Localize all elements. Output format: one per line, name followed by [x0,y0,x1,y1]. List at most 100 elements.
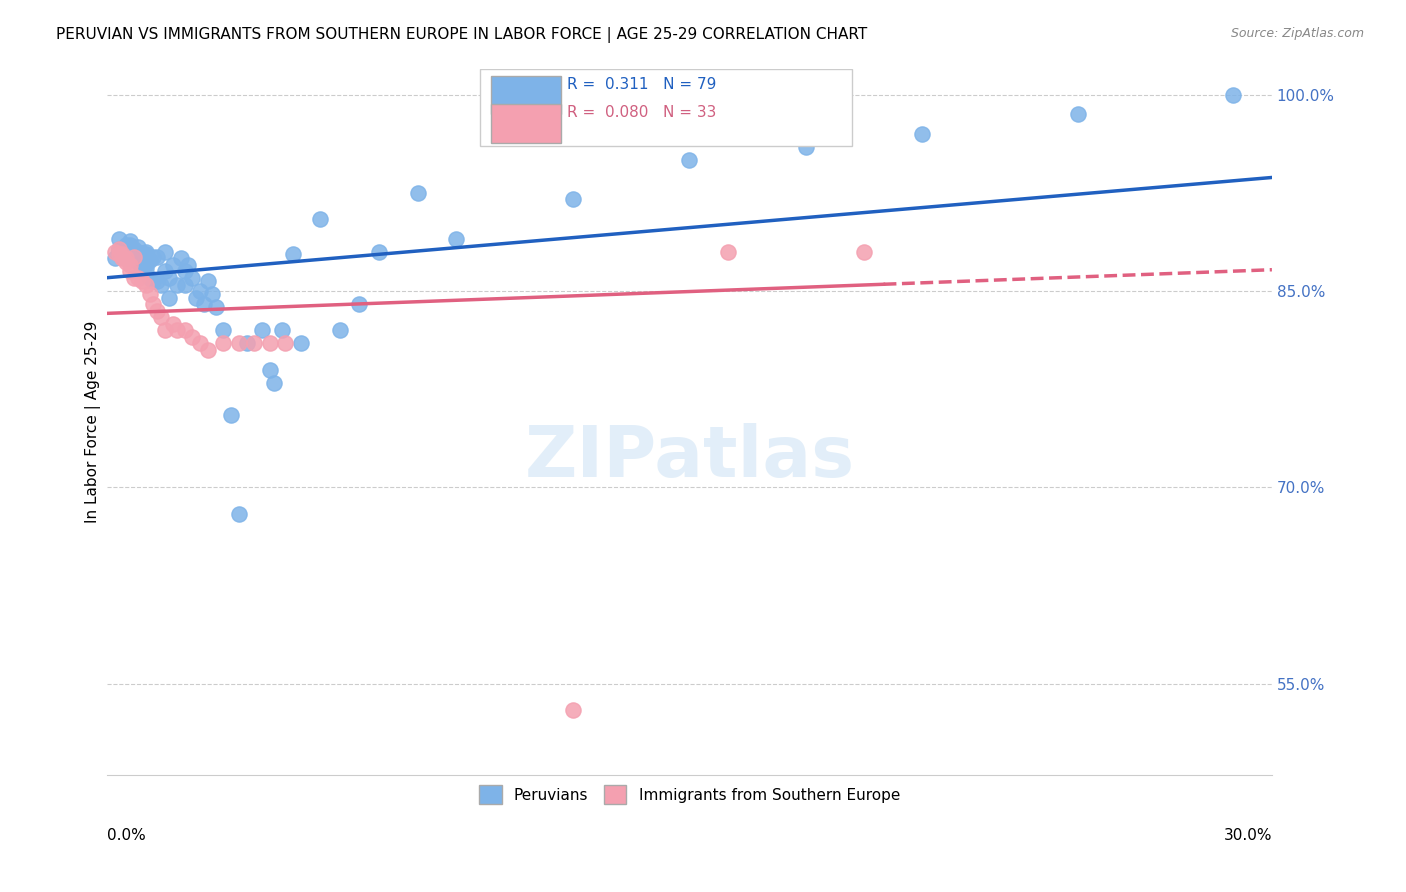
Point [111,244,134,259]
Text: R =  0.080   N = 33: R = 0.080 N = 33 [567,105,717,120]
Point [212,323,235,337]
Text: R =  0.311  N = 79: R = 0.311 N = 79 [531,79,676,95]
Point [146,303,169,318]
Point [1067,107,1090,121]
Text: 0.0%: 0.0% [107,828,146,843]
Point [120,238,142,252]
Point [188,284,211,298]
Point [235,336,257,351]
Point [263,376,285,390]
Point [197,343,219,357]
Point [173,277,195,292]
FancyBboxPatch shape [479,69,852,146]
Point [120,250,142,264]
Point [150,310,173,325]
Point [201,286,224,301]
Point [115,255,138,269]
Point [107,242,129,256]
Point [911,127,934,141]
Point [329,323,352,337]
Point [127,271,149,285]
Point [181,330,204,344]
Point [250,323,273,337]
Point [135,244,157,259]
Point [446,232,468,246]
Point [135,256,157,270]
Text: ZIPatlas: ZIPatlas [524,423,855,491]
Point [131,250,153,264]
Point [169,252,191,266]
Point [111,242,134,256]
Point [135,260,157,275]
Point [107,247,129,261]
Point [853,244,876,259]
Point [283,247,305,261]
Point [120,235,142,249]
Point [107,232,129,246]
Point [146,274,169,288]
Point [111,247,134,261]
Point [166,323,188,337]
Point [243,336,266,351]
Point [122,242,145,256]
Point [153,323,176,337]
Point [259,362,281,376]
Point [107,244,129,259]
Point [1222,87,1244,102]
Point [122,244,145,259]
Point [120,258,142,272]
Point [122,247,145,261]
Point [142,274,165,288]
Point [138,271,160,285]
Point [173,264,195,278]
Point [173,323,195,337]
Point [228,507,250,521]
Point [177,258,200,272]
Text: PERUVIAN VS IMMIGRANTS FROM SOUTHERN EUROPE IN LABOR FORCE | AGE 25-29 CORRELATI: PERUVIAN VS IMMIGRANTS FROM SOUTHERN EUR… [56,27,868,43]
Point [115,247,138,261]
Point [181,271,204,285]
Point [135,277,157,292]
Point [197,274,219,288]
Point [367,244,389,259]
Y-axis label: In Labor Force | Age 25-29: In Labor Force | Age 25-29 [86,321,101,524]
Point [131,246,153,260]
Point [115,252,138,266]
Point [153,264,176,278]
Point [561,193,583,207]
Point [142,250,165,264]
Point [138,286,160,301]
Point [120,246,142,260]
Point [228,336,250,351]
Point [111,247,134,261]
Point [131,264,153,278]
Point [186,291,208,305]
Point [104,252,127,266]
Point [122,250,145,264]
Point [115,241,138,255]
Point [188,336,211,351]
Text: R =  0.311   N = 79: R = 0.311 N = 79 [567,77,717,92]
Point [270,323,292,337]
Point [115,238,138,252]
Point [120,247,142,261]
Point [153,244,176,259]
Point [162,317,184,331]
Point [204,300,226,314]
Point [717,244,740,259]
Point [131,274,153,288]
Point [219,409,242,423]
Text: 30.0%: 30.0% [1223,828,1272,843]
Point [157,271,180,285]
Point [120,264,142,278]
Point [794,140,817,154]
Point [127,239,149,253]
Text: R =  0.080  N = 33: R = 0.080 N = 33 [531,100,676,115]
FancyBboxPatch shape [491,103,561,143]
Point [212,336,235,351]
Point [104,244,127,259]
Legend: Peruvians, Immigrants from Southern Europe: Peruvians, Immigrants from Southern Euro… [472,780,907,810]
Point [115,244,138,259]
Point [406,186,429,200]
Point [107,242,129,256]
